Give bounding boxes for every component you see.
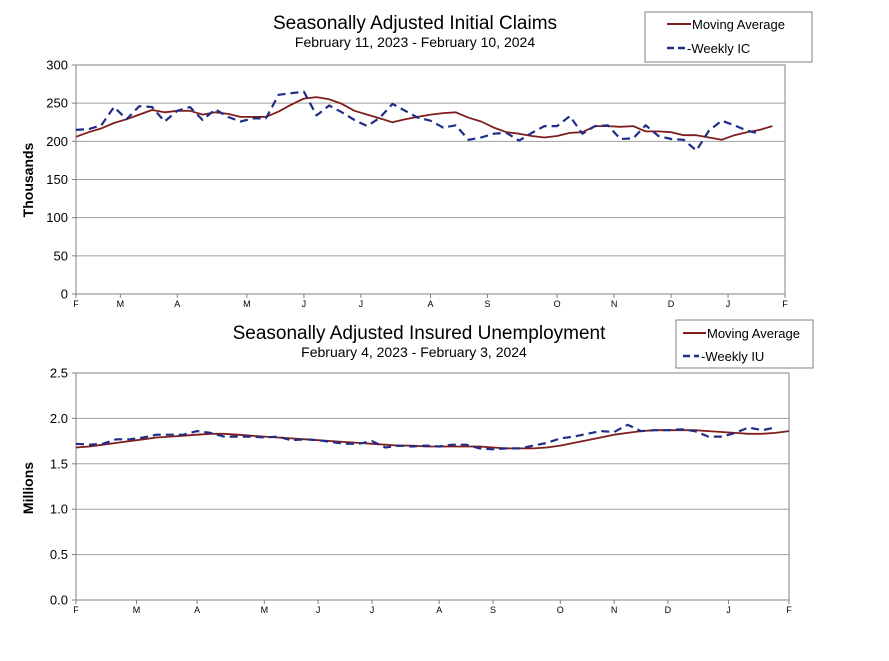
x-tick-label: M — [243, 299, 251, 309]
plot-area: 0 50 100 150 200 250 300 F M A M J J A S O N D J F — [46, 58, 788, 310]
y-tick-label: 2.5 — [50, 366, 68, 381]
legend-box — [644, 11, 813, 63]
x-tick-label: D — [665, 605, 672, 615]
y-tick-label: 200 — [46, 134, 68, 149]
plot-area: 0.0 0.5 1.0 1.5 2.0 2.5 F M A M J J A S O N D J F — [50, 366, 792, 616]
chart-subtitle: February 4, 2023 - February 3, 2024 — [301, 344, 527, 360]
y-tick-label: 2.0 — [50, 411, 68, 426]
plot-border — [75, 372, 790, 601]
series-weekly-line — [75, 90, 760, 152]
x-tick-label: S — [490, 605, 496, 615]
x-tick-label: M — [117, 299, 125, 309]
series-moving-average-line — [75, 96, 773, 141]
insured-unemployment-chart: Seasonally Adjusted Insured Unemployment… — [20, 319, 814, 616]
y-axis-label: Millions — [20, 462, 36, 514]
legend: Moving Average -Weekly IU — [675, 319, 814, 369]
x-tick-label: S — [484, 299, 490, 309]
x-tick-label: O — [557, 605, 564, 615]
x-tick-label: N — [611, 299, 618, 309]
x-tick-label: F — [73, 605, 79, 615]
x-tick-label: J — [726, 299, 731, 309]
y-tick-label: 50 — [54, 248, 68, 263]
x-tick-label: A — [194, 605, 200, 615]
x-tick-label: F — [73, 299, 79, 309]
legend-label-moving-average: Moving Average — [692, 17, 785, 32]
legend-box — [675, 319, 814, 369]
x-tick-label: J — [370, 605, 375, 615]
legend-label-weekly: -Weekly IC — [687, 41, 750, 56]
x-tick-label: M — [133, 605, 141, 615]
y-axis-label: Thousands — [20, 142, 36, 217]
series-weekly-line — [75, 423, 776, 451]
y-tick-label: 150 — [46, 172, 68, 187]
y-tick-label: 1.0 — [50, 502, 68, 517]
x-tick-label: J — [302, 299, 307, 309]
x-tick-label: J — [726, 605, 731, 615]
x-tick-label: D — [668, 299, 675, 309]
x-tick-label: A — [427, 299, 433, 309]
legend-label-moving-average: Moving Average — [707, 326, 800, 341]
x-tick-label: J — [316, 605, 321, 615]
y-tick-label: 100 — [46, 210, 68, 225]
legend-label-weekly: -Weekly IU — [701, 349, 764, 364]
y-tick-label: 0.5 — [50, 547, 68, 562]
initial-claims-chart: Seasonally Adjusted Initial Claims Febru… — [20, 11, 813, 310]
x-tick-label: A — [174, 299, 180, 309]
y-tick-label: 300 — [46, 58, 68, 73]
y-tick-label: 0.0 — [50, 593, 68, 608]
x-tick-label: J — [359, 299, 364, 309]
chart-title: Seasonally Adjusted Insured Unemployment — [233, 323, 607, 344]
chart-title: Seasonally Adjusted Initial Claims — [273, 13, 557, 34]
x-tick-label: N — [611, 605, 618, 615]
y-tick-label: 1.5 — [50, 456, 68, 471]
chart-subtitle: February 11, 2023 - February 10, 2024 — [295, 34, 535, 50]
y-tick-label: 0 — [61, 287, 68, 302]
x-tick-label: M — [261, 605, 269, 615]
x-tick-label: F — [786, 605, 792, 615]
x-tick-label: F — [782, 299, 788, 309]
y-tick-label: 250 — [46, 96, 68, 111]
x-tick-label: O — [554, 299, 561, 309]
legend: Moving Average -Weekly IC — [644, 11, 813, 63]
x-tick-label: A — [436, 605, 442, 615]
